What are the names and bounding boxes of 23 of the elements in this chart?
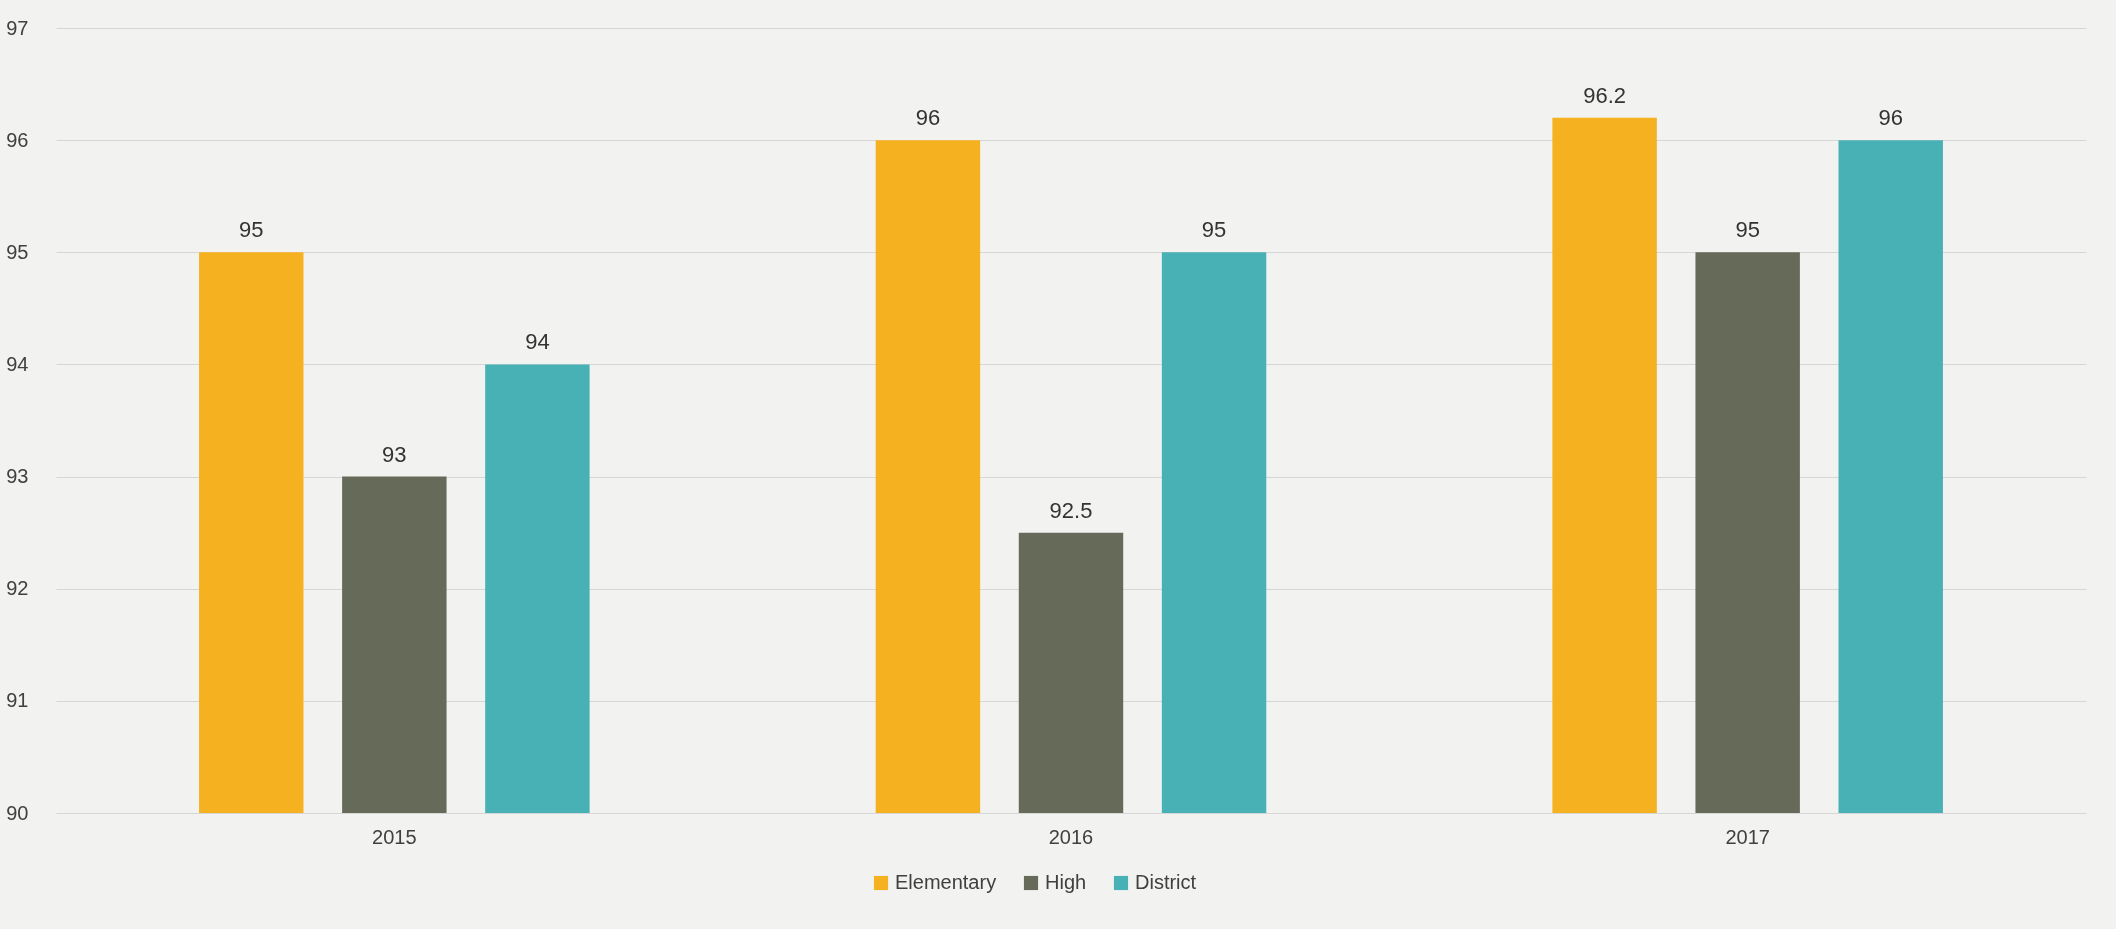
data-label: 95 [1735,217,1760,243]
data-label: 95 [1201,217,1227,243]
data-label: 93 [382,441,407,467]
y-tick-label: 97 [6,16,29,39]
legend-label: Elementary [895,871,997,893]
data-label: 96 [1878,105,1903,131]
data-label: 95 [239,217,264,243]
y-tick-label: 91 [6,689,29,712]
y-tick-label: 95 [6,240,29,263]
y-tick-label: 94 [6,352,29,375]
x-tick-label: 2017 [1725,825,1770,848]
legend-label: District [1135,871,1197,893]
data-label: 96 [915,105,941,131]
data-label: 94 [525,329,550,355]
y-tick-label: 90 [6,801,29,824]
y-tick-label: 92 [6,577,29,600]
legend-label: High [1045,871,1087,893]
y-tick-label: 96 [6,128,29,151]
x-tick-label: 2016 [1048,825,1094,848]
data-label: 92.5 [1049,497,1093,523]
data-label: 96.2 [1583,82,1627,108]
x-tick-label: 2015 [372,825,417,848]
y-tick-label: 93 [6,465,29,488]
